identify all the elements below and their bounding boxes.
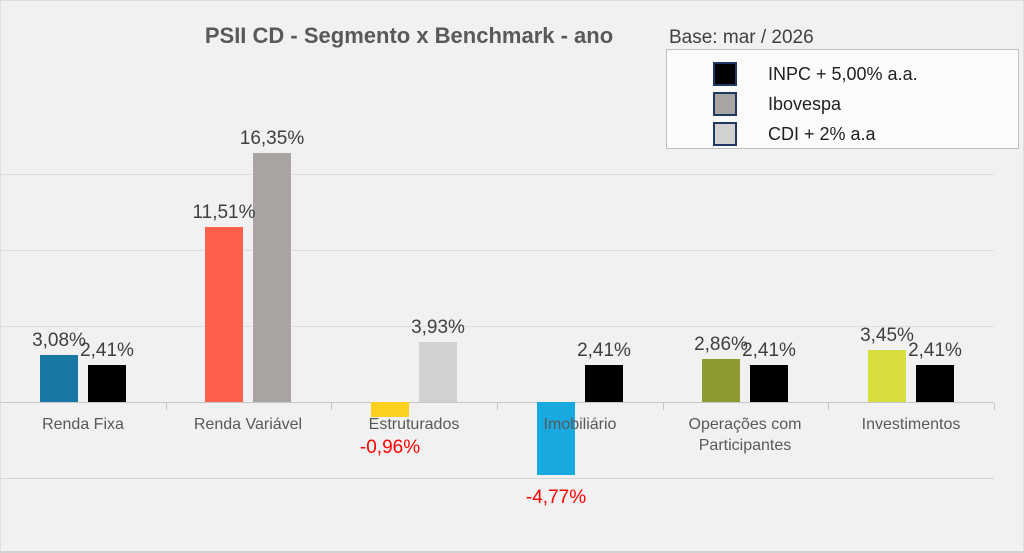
benchmark-value-label-2: 16,35% [239, 128, 305, 149]
segment-bar-6 [868, 350, 906, 402]
legend-row-1: INPC + 5,00% a.a. [667, 59, 1018, 89]
segment-value-label-3: -0,96% [359, 437, 421, 458]
legend-label-2: Ibovespa [768, 93, 842, 114]
benchmark-bar-5 [750, 365, 788, 402]
legend-label-1: INPC + 5,00% a.a. [768, 63, 918, 84]
category-label-4: Imobiliário [543, 416, 617, 433]
category-label-3: Estruturados [368, 416, 460, 433]
axis-tick [166, 403, 167, 410]
segment-bar-4 [537, 402, 575, 475]
legend-swatch-3 [713, 122, 737, 146]
chart-title: PSII CD - Segmento x Benchmark - ano [204, 23, 614, 48]
segment-bar-2 [205, 227, 243, 402]
axis-tick [663, 403, 664, 410]
benchmark-bar-2 [253, 153, 291, 402]
category-label-2: Renda Variável [193, 416, 303, 433]
gridline-15pct [1, 174, 994, 175]
benchmark-value-label-1: 2,41% [80, 340, 134, 361]
benchmark-bar-3 [419, 342, 457, 402]
category-label-6: Investimentos [861, 416, 961, 433]
benchmark-bar-6 [916, 365, 954, 402]
base-date-label: Base: mar / 2026 [669, 27, 814, 48]
segment-bar-5 [702, 359, 740, 402]
axis-tick [828, 403, 829, 410]
gridline--5pct [1, 478, 994, 479]
legend-swatch-2 [713, 92, 737, 116]
benchmark-value-label-3: 3,93% [411, 317, 465, 338]
category-label-1: Renda Fixa [42, 416, 124, 433]
benchmark-bar-4 [585, 365, 623, 402]
axis-tick [497, 403, 498, 410]
legend-row-3: CDI + 2% a.a [667, 119, 1018, 149]
segment-value-label-6: 3,45% [860, 325, 914, 346]
x-axis-line [1, 402, 994, 403]
gridline-10pct [1, 250, 994, 251]
segment-bar-3 [371, 402, 409, 417]
gridline-5pct [1, 326, 994, 327]
legend-label-3: CDI + 2% a.a [768, 123, 876, 144]
benchmark-value-label-4: 2,41% [577, 340, 631, 361]
legend-row-2: Ibovespa [667, 89, 1018, 119]
axis-tick [331, 403, 332, 410]
legend-swatch-1 [713, 62, 737, 86]
legend-box: INPC + 5,00% a.a. Ibovespa CDI + 2% a.a [666, 49, 1019, 149]
segment-value-label-5: 2,86% [694, 334, 748, 355]
benchmark-bar-1 [88, 365, 126, 402]
benchmark-value-label-5: 2,41% [742, 340, 796, 361]
segment-bar-1 [40, 355, 78, 402]
category-label-5: Operações com Participantes [688, 416, 802, 454]
axis-tick [994, 403, 995, 410]
segment-value-label-1: 3,08% [32, 330, 86, 351]
segment-value-label-4: -4,77% [525, 487, 587, 508]
segment-value-label-2: 11,51% [192, 202, 256, 223]
benchmark-value-label-6: 2,41% [908, 340, 962, 361]
